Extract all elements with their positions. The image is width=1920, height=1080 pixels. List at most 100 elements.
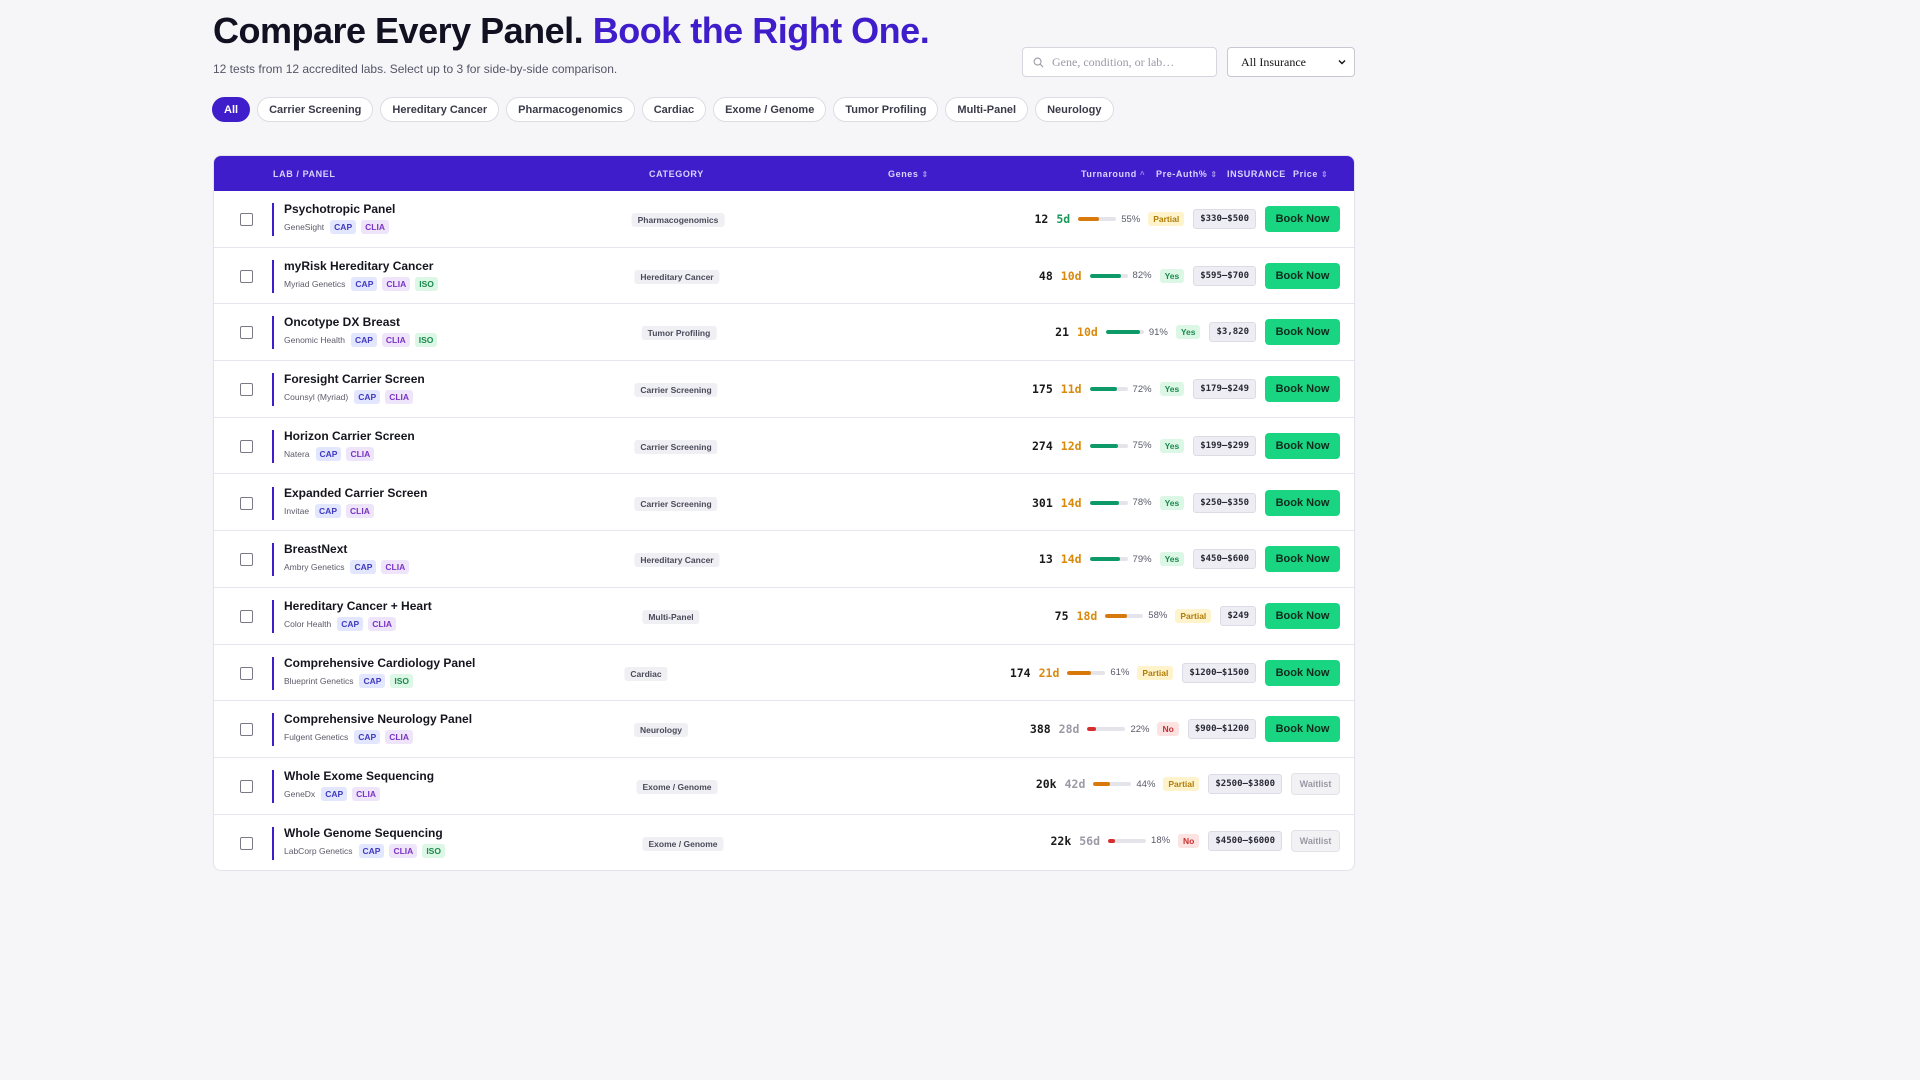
panel-name[interactable]: Whole Exome Sequencing xyxy=(284,769,435,783)
insurance-select-value: All Insurance xyxy=(1241,54,1306,69)
accreditation-badge: CAP xyxy=(337,616,364,631)
compare-checkbox[interactable] xyxy=(240,496,253,510)
preauth-bar xyxy=(1105,613,1144,618)
col-genes-label: Genes xyxy=(888,169,919,179)
compare-checkbox[interactable] xyxy=(240,666,253,680)
col-insurance: INSURANCE xyxy=(1227,169,1286,179)
compare-checkbox[interactable] xyxy=(240,609,253,623)
book-now-button[interactable]: Book Now xyxy=(1265,602,1340,629)
insurance-select[interactable]: All Insurance xyxy=(1227,47,1355,77)
preauth-bar xyxy=(1087,727,1126,732)
panel-name[interactable]: Psychotropic Panel xyxy=(284,202,396,216)
book-now-button[interactable]: Book Now xyxy=(1265,376,1340,403)
insurance-badge: Yes xyxy=(1159,438,1185,453)
panel-name[interactable]: Foresight Carrier Screen xyxy=(284,372,425,387)
panel-name[interactable]: Oncotype DX Breast xyxy=(284,315,401,330)
filter-chip[interactable]: Multi-Panel xyxy=(945,97,1029,122)
compare-checkbox[interactable] xyxy=(240,723,253,737)
panel-name[interactable]: Comprehensive Cardiology Panel xyxy=(284,655,476,670)
accreditation-badge: CAP xyxy=(354,390,381,405)
col-price[interactable]: Price ⇕ xyxy=(1293,169,1328,179)
compare-checkbox[interactable] xyxy=(240,213,253,226)
col-preauth[interactable]: Pre-Auth% ⇕ xyxy=(1156,169,1218,179)
filter-chip[interactable]: All xyxy=(212,97,251,122)
book-now-button[interactable]: Book Now xyxy=(1265,432,1340,459)
turnaround: 42d xyxy=(1064,777,1086,791)
preauth-percent: 79% xyxy=(1132,553,1152,565)
compare-checkbox[interactable] xyxy=(240,780,253,793)
preauth-percent: 72% xyxy=(1132,383,1152,395)
table-row: Whole Genome Sequencing LabCorp Genetics… xyxy=(214,815,1354,870)
title-main: Compare Every Panel. xyxy=(213,10,584,51)
search-box[interactable] xyxy=(1022,47,1217,77)
filter-chip[interactable]: Neurology xyxy=(1035,97,1114,122)
col-price-label: Price xyxy=(1293,169,1319,179)
col-turnaround-label: Turnaround xyxy=(1081,169,1137,179)
panel-name[interactable]: Horizon Carrier Screen xyxy=(284,428,415,443)
accreditation-badge: CLIA xyxy=(382,276,411,291)
waitlist-button[interactable]: Waitlist xyxy=(1291,829,1340,852)
book-now-button[interactable]: Book Now xyxy=(1265,319,1340,346)
panel-name[interactable]: Hereditary Cancer + Heart xyxy=(284,598,432,613)
filter-chip[interactable]: Carrier Screening xyxy=(257,97,374,122)
accreditation-badge: CLIA xyxy=(385,730,414,745)
row-metrics: 12 5d 55% Partial $330–$500 Book Now xyxy=(1034,206,1340,232)
accreditation-badge: CLIA xyxy=(368,616,397,631)
lab-name: GeneDx xyxy=(284,789,316,799)
row-metrics: 21 10d 91% Yes $3,820 Book Now xyxy=(1055,319,1340,346)
compare-checkbox[interactable] xyxy=(240,326,253,340)
accreditation-badge: CLIA xyxy=(381,560,410,575)
book-now-button[interactable]: Book Now xyxy=(1265,546,1340,573)
filter-chip[interactable]: Hereditary Cancer xyxy=(380,97,500,122)
book-now-button[interactable]: Book Now xyxy=(1265,489,1340,516)
lab-meta: GeneSight CAP CLIA xyxy=(284,220,389,234)
price-tag: $250–$350 xyxy=(1193,492,1256,513)
book-now-button[interactable]: Book Now xyxy=(1265,716,1340,743)
insurance-badge: Partial xyxy=(1175,608,1212,623)
lab-meta: Fulgent Genetics CAP CLIA xyxy=(284,730,414,745)
accreditation-badge: CLIA xyxy=(361,220,389,234)
accreditation-badge: CAP xyxy=(315,446,342,461)
insurance-badge: Yes xyxy=(1159,495,1185,510)
waitlist-button[interactable]: Waitlist xyxy=(1291,773,1340,795)
accreditation-badge: CLIA xyxy=(389,843,418,858)
panel-name[interactable]: Expanded Carrier Screen xyxy=(284,485,428,500)
compare-checkbox[interactable] xyxy=(240,269,253,283)
search-input[interactable] xyxy=(1052,54,1202,70)
preauth-percent: 82% xyxy=(1132,270,1152,282)
accreditation-badge: CAP xyxy=(350,333,377,348)
preauth-percent: 22% xyxy=(1130,723,1150,735)
category-tag: Hereditary Cancer xyxy=(634,553,720,568)
turnaround: 10d xyxy=(1077,325,1098,340)
title-accent: Book the Right One. xyxy=(592,10,930,51)
book-now-button[interactable]: Book Now xyxy=(1265,262,1340,289)
compare-checkbox[interactable] xyxy=(240,383,253,397)
compare-checkbox[interactable] xyxy=(240,836,253,850)
filter-chip[interactable]: Exome / Genome xyxy=(713,97,827,122)
panel-name[interactable]: myRisk Hereditary Cancer xyxy=(284,258,434,273)
accreditation-badge: CAP xyxy=(354,730,381,745)
book-now-button[interactable]: Book Now xyxy=(1265,206,1340,232)
col-preauth-label: Pre-Auth% xyxy=(1156,169,1208,179)
col-turnaround[interactable]: Turnaround ^ xyxy=(1081,169,1145,179)
filter-chip[interactable]: Pharmacogenomics xyxy=(506,97,635,122)
col-genes[interactable]: Genes ⇕ xyxy=(888,169,929,179)
panel-name[interactable]: Whole Genome Sequencing xyxy=(284,825,443,840)
lab-meta: LabCorp Genetics CAP CLIA ISO xyxy=(284,843,445,858)
filter-chip[interactable]: Tumor Profiling xyxy=(833,97,939,122)
panel-name[interactable]: BreastNext xyxy=(284,542,348,557)
panel-name[interactable]: Comprehensive Neurology Panel xyxy=(284,712,473,727)
compare-checkbox[interactable] xyxy=(240,553,253,567)
row-accent-bar xyxy=(272,713,274,747)
insurance-badge: Yes xyxy=(1175,325,1201,340)
sort-icon: ⇕ xyxy=(1210,170,1218,179)
accreditation-badge: ISO xyxy=(390,673,414,688)
lab-name: GeneSight xyxy=(284,222,325,232)
lab-name: LabCorp Genetics xyxy=(284,845,353,856)
table-row: Psychotropic Panel GeneSight CAP CLIA Phar… xyxy=(214,191,1354,248)
lab-meta: Genomic Health CAP CLIA ISO xyxy=(284,333,438,348)
filter-chip[interactable]: Cardiac xyxy=(641,97,707,122)
compare-checkbox[interactable] xyxy=(240,439,253,453)
category-tag: Cardiac xyxy=(624,666,668,681)
book-now-button[interactable]: Book Now xyxy=(1265,659,1340,686)
